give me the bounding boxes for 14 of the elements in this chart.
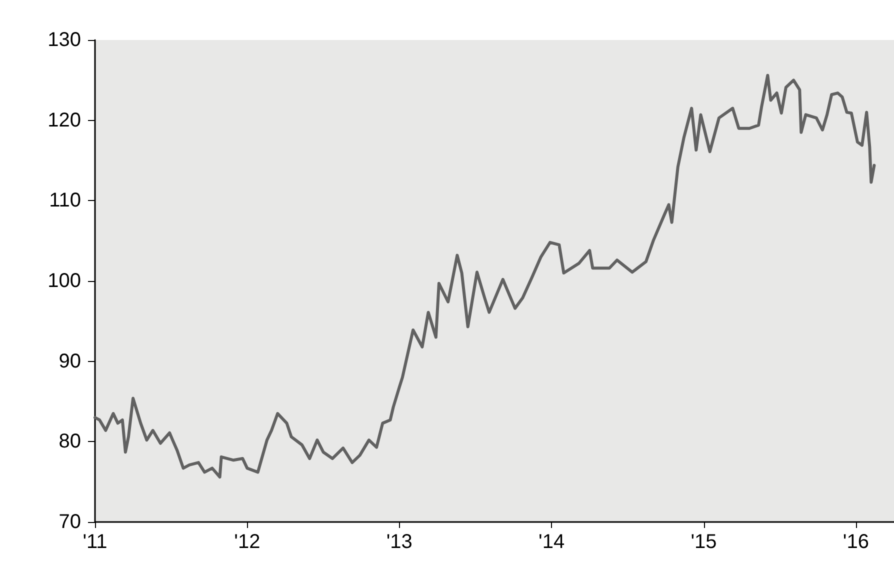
x-tick-label: '11 xyxy=(82,531,108,553)
y-tick-label: 100 xyxy=(48,270,81,292)
y-tick-label: 110 xyxy=(49,190,81,212)
y-tick-label: 130 xyxy=(48,29,81,51)
x-tick-label: '14 xyxy=(538,531,565,553)
x-tick-label: '12 xyxy=(234,531,260,553)
x-tick-label: '16 xyxy=(842,531,869,553)
y-tick-label: 120 xyxy=(48,109,81,132)
x-tick-label: '15 xyxy=(690,531,717,553)
y-tick-label: 70 xyxy=(58,511,81,533)
x-tick-label: '13 xyxy=(386,531,412,553)
y-tick-label: 80 xyxy=(58,430,81,453)
line-series xyxy=(94,74,876,479)
y-tick-label: 90 xyxy=(58,350,81,372)
